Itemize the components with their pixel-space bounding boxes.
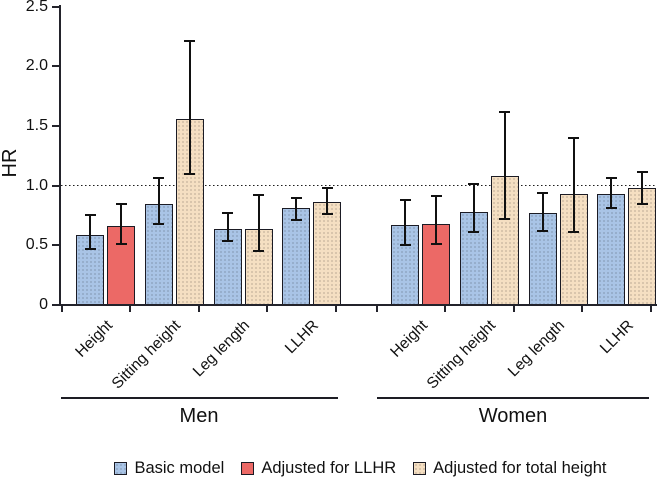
men-group-label: Men [179, 405, 219, 427]
error-bar-cap [605, 177, 617, 180]
basic-model-swatch-icon [114, 462, 128, 475]
legend-item-basic-model: Basic model [114, 459, 224, 478]
error-bar-cap [115, 243, 127, 246]
women-group-label: Women [478, 405, 548, 427]
error-bar-cap [290, 196, 302, 199]
error-bar-cap [468, 231, 480, 234]
error-bar-cap [290, 219, 302, 222]
error-bar-line [641, 172, 644, 204]
x-tick [512, 305, 515, 312]
error-bar-line [435, 196, 438, 245]
error-bar-cap [184, 40, 196, 43]
x-tick [60, 305, 63, 312]
error-bar-cap [153, 222, 165, 225]
error-bar-line [404, 199, 407, 246]
bar [628, 187, 657, 305]
error-bar-line [610, 178, 613, 209]
error-bar-line [503, 111, 506, 220]
error-bar-line [89, 215, 92, 249]
bar [313, 202, 342, 305]
error-bar-line [157, 178, 160, 224]
error-bar-cap [399, 244, 411, 247]
error-bar-line [541, 192, 544, 231]
category-label: Sitting height [109, 317, 185, 393]
error-bar-cap [253, 250, 264, 253]
error-bar-line [472, 184, 475, 233]
legend-item-adjusted-for-llhr: Adjusted for LLHR [241, 459, 396, 478]
error-bar-cap [321, 186, 333, 189]
error-bar-cap [499, 110, 511, 113]
error-bar-cap [430, 195, 442, 198]
men-group-line [61, 397, 338, 399]
error-bar-cap [605, 207, 617, 210]
error-bar-cap [84, 247, 96, 250]
error-bar-cap [222, 239, 233, 242]
legend-label: Adjusted for total height [433, 459, 607, 477]
y-axis-line [59, 5, 61, 306]
adjusted-for-llhr-swatch-icon [241, 462, 255, 475]
x-tick [266, 305, 269, 312]
error-bar-cap [321, 213, 333, 216]
error-bar-cap [636, 202, 648, 205]
y-tick [52, 65, 60, 68]
error-bar-cap [568, 136, 579, 139]
error-bar-line [188, 41, 191, 174]
error-bar-cap [636, 171, 648, 174]
category-label: Leg length [189, 317, 254, 381]
error-bar-cap [153, 177, 165, 180]
error-bar-cap [184, 172, 196, 175]
bar [282, 208, 311, 305]
x-tick [129, 305, 132, 312]
category-label: Height [387, 317, 431, 361]
x-tick [581, 305, 584, 312]
x-tick [334, 305, 337, 312]
legend: Basic model Adjusted for LLHR Adjusted f… [0, 459, 657, 478]
error-bar-line [572, 137, 575, 233]
y-tick [52, 124, 60, 127]
error-bar-line [295, 197, 298, 221]
x-tick [197, 305, 200, 312]
error-bar-cap [499, 218, 511, 221]
y-tick-label: 0 [39, 296, 48, 313]
category-label: Leg length [504, 317, 569, 381]
error-bar-cap [84, 214, 96, 217]
category-label: Sitting height [424, 317, 500, 393]
error-bar-cap [468, 183, 480, 186]
error-bar-line [326, 187, 329, 215]
category-label: LLHR [596, 317, 637, 358]
error-bar-cap [253, 194, 264, 197]
error-bar-line [257, 195, 260, 252]
legend-label: Adjusted for LLHR [261, 459, 397, 477]
y-tick-label: 1.0 [25, 176, 48, 194]
y-tick-label: 1.5 [25, 116, 48, 134]
error-bar-line [120, 203, 123, 245]
adjusted-for-total-height-swatch-icon [413, 462, 427, 475]
y-tick-label: 2.0 [25, 57, 48, 75]
y-tick [52, 5, 60, 8]
reference-line-hr1 [61, 184, 657, 187]
y-tick [52, 304, 60, 306]
x-tick [649, 305, 652, 312]
x-tick [444, 305, 447, 312]
error-bar-line [226, 213, 229, 241]
y-tick [52, 244, 60, 247]
x-axis-line [59, 304, 657, 306]
error-bar-cap [115, 202, 127, 205]
women-group-line [377, 397, 649, 399]
error-bar-cap [537, 191, 548, 194]
error-bar-cap [430, 243, 442, 246]
y-tick [52, 184, 60, 187]
error-bar-cap [399, 198, 411, 201]
error-bar-cap [568, 231, 579, 234]
x-tick [375, 305, 378, 312]
error-bar-cap [222, 212, 233, 215]
legend-item-adjusted-for-total-height: Adjusted for total height [413, 459, 607, 478]
legend-label: Basic model [134, 459, 225, 477]
error-bar-cap [537, 229, 548, 232]
y-tick-label: 2.5 [25, 0, 48, 15]
y-tick-label: 0.5 [25, 236, 48, 254]
bar [597, 193, 626, 305]
